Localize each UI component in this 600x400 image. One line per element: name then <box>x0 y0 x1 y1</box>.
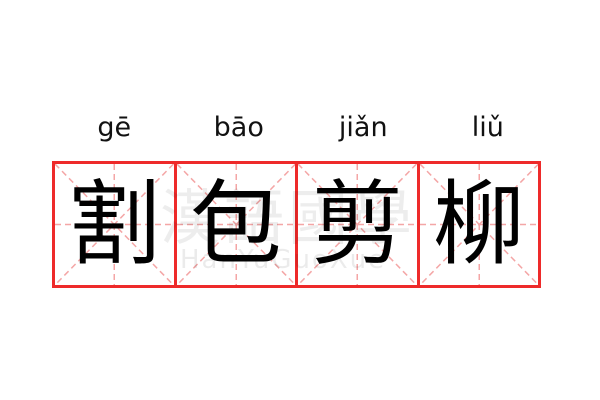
character-cell: 割 <box>52 161 177 288</box>
pinyin-3: jiǎn <box>338 112 388 143</box>
watermark-latin: HanYuGuoXue <box>180 245 387 275</box>
guide-lines <box>55 164 174 285</box>
character-2: 包 <box>189 170 282 278</box>
pinyin-1: gē <box>97 112 132 143</box>
guide-lines <box>420 164 539 285</box>
character-1: 割 <box>68 170 161 278</box>
character-grid: 割 包 剪 柳 <box>52 161 550 288</box>
pinyin-4: liǔ <box>471 112 504 143</box>
pinyin-row: gē bāo jiǎn liǔ <box>52 108 550 148</box>
character-cell: 包 <box>173 161 298 288</box>
watermark-chinese: 漢語國學 <box>160 184 416 254</box>
character-cell: 柳 <box>416 161 541 288</box>
character-3: 剪 <box>311 170 404 278</box>
character-4: 柳 <box>432 170 525 278</box>
pinyin-2: bāo <box>213 112 264 143</box>
guide-lines <box>177 164 296 285</box>
guide-lines <box>298 164 417 285</box>
